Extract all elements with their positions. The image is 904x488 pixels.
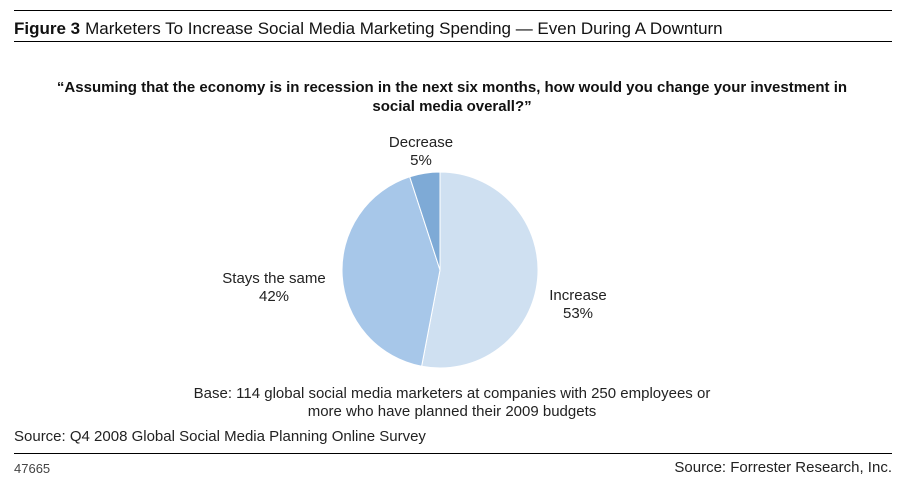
footer-source: Source: Forrester Research, Inc.: [674, 459, 892, 476]
slice-label: Increase: [549, 287, 607, 304]
slice-value-label: 42%: [259, 288, 289, 305]
figure-label: Figure 3: [14, 19, 81, 38]
slice-value-label: 5%: [410, 152, 432, 169]
slice-value-label: 53%: [563, 305, 593, 322]
figure-header: Figure 3 Marketers To Increase Social Med…: [14, 10, 892, 42]
survey-source: Source: Q4 2008 Global Social Media Plan…: [14, 428, 426, 445]
figure-title: Marketers To Increase Social Media Marke…: [85, 19, 723, 38]
pie-slice-stays-the-same: [341, 176, 441, 367]
pie-slice-increase: [421, 171, 539, 369]
slice-label: Stays the same: [222, 270, 325, 287]
footer-divider: [14, 453, 892, 454]
slice-label: Decrease: [389, 134, 453, 151]
base-note: Base: 114 global social media marketers …: [193, 385, 711, 420]
document-id: 47665: [14, 461, 51, 476]
figure-title-line: Figure 3 Marketers To Increase Social Med…: [14, 19, 723, 39]
pie-slice-decrease: [409, 171, 441, 271]
survey-question: “Assuming that the economy is in recessi…: [56, 79, 848, 115]
